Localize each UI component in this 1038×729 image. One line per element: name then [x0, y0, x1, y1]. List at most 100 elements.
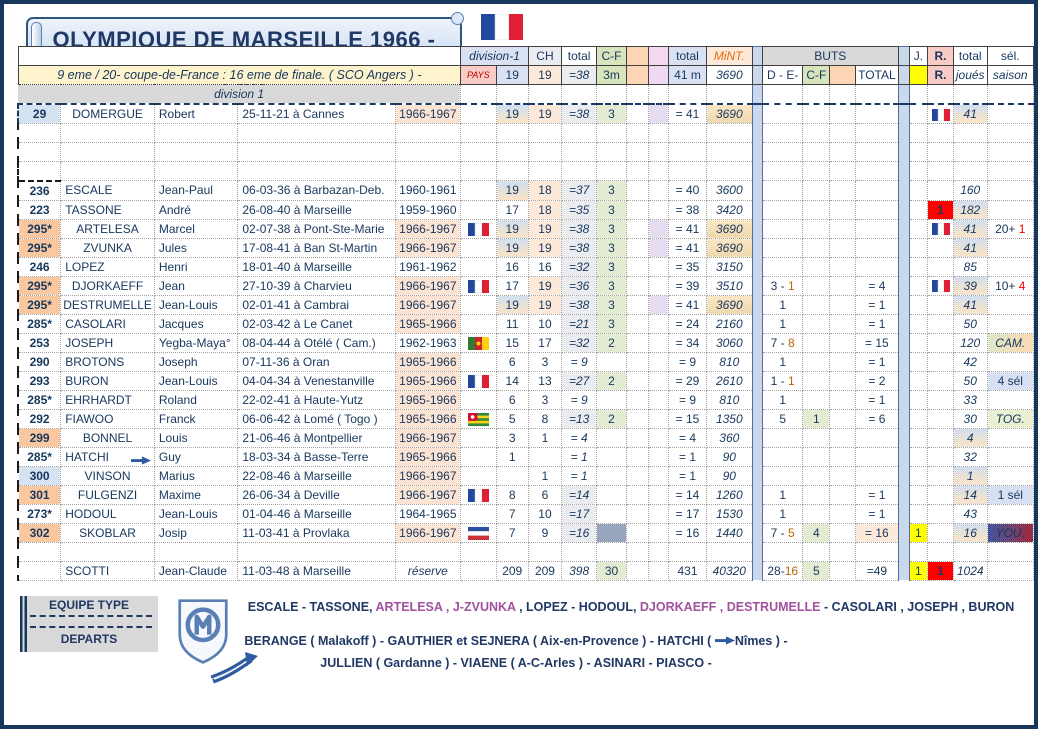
player-row-bonnel: 299 BONNEL Louis 21-06-46 à Montpellier 1966… — [17, 428, 1034, 448]
cell-jaune — [909, 371, 929, 391]
player-first-season: 1966-1967 — [395, 428, 462, 448]
cell-buts-de: 28-16 — [762, 561, 804, 581]
cell-buts-de — [762, 466, 804, 486]
hdr-mint-value: 3690 — [705, 65, 753, 85]
cell-jaune — [909, 257, 929, 277]
cell-buts-blank — [829, 352, 857, 372]
player-birth: 06-03-36 à Barbazan-Deb. — [237, 180, 396, 201]
player-row-hatchi: 285* HATCHI Guy 18-03-34 à Basse-Terre 1965-… — [17, 447, 1034, 467]
cell-buts-total: = 2 — [855, 371, 899, 391]
cell-buts-total — [855, 200, 899, 220]
cell-blank-2 — [648, 103, 670, 124]
cell-ch1: 6 — [496, 352, 529, 372]
cell-buts-de: 3 - 1 — [762, 276, 804, 296]
player-first-season: 1962-1963 — [395, 333, 462, 353]
cell-coupe — [596, 428, 627, 448]
section-divider — [897, 180, 910, 200]
player-number: 295* — [17, 219, 62, 239]
section-divider — [751, 257, 763, 276]
player-country-flag — [460, 561, 497, 581]
cell-buts-de: 1 — [762, 504, 804, 524]
player-number — [17, 561, 62, 581]
col-header-cf: C-F — [596, 46, 627, 66]
player-country-flag — [460, 238, 497, 258]
cell-ch1: 7 — [496, 504, 529, 524]
cell-buts-total — [855, 428, 899, 448]
player-number: 292 — [17, 409, 62, 429]
player-country-flag — [460, 257, 497, 277]
cell-joues: 160 — [953, 180, 988, 201]
cell-minutes: 3600 — [706, 180, 753, 201]
hdr-ch2-value: 19 — [527, 65, 563, 85]
cell-minutes: 1260 — [706, 485, 753, 505]
cell-buts-de: 1 — [762, 295, 804, 315]
cell-rouge — [927, 180, 954, 201]
player-surname: DESTRUMELLE — [60, 295, 155, 315]
cell-buts-cf — [802, 103, 831, 124]
cell-blank-2 — [648, 276, 670, 296]
cell-blank-1 — [626, 523, 649, 543]
player-first-season: 1966-1967 — [395, 219, 462, 239]
cell-blank-1 — [626, 295, 649, 315]
cell-coupe: 2 — [596, 333, 627, 353]
cell-buts-total — [855, 219, 899, 239]
player-birth: 25-11-21 à Cannes — [237, 103, 396, 124]
cell-ch1: 17 — [496, 276, 529, 296]
cell-minutes: 3690 — [706, 295, 753, 315]
cell-selections: 20+ 1 — [987, 219, 1034, 239]
player-firstname: Jules — [154, 238, 239, 258]
cell-rouge — [927, 409, 954, 429]
player-country-flag — [460, 504, 497, 524]
cell-jaune — [909, 295, 929, 315]
cell-ch2: 1 — [528, 428, 563, 448]
player-surname: FULGENZI — [60, 485, 155, 505]
cell-buts-total: = 1 — [855, 314, 899, 334]
cell-minutes: 810 — [706, 390, 753, 410]
cell-buts-blank — [829, 219, 857, 239]
cell-blank-1 — [626, 103, 649, 124]
cell-minutes: 90 — [706, 466, 753, 486]
player-surname: HODOUL — [60, 504, 155, 524]
squad-names-new: DJORKAEFF , DESTRUMELLE — [639, 600, 824, 614]
col-header-r: R. — [927, 46, 954, 66]
player-firstname: Guy — [154, 447, 239, 467]
cell-buts-cf — [802, 485, 831, 505]
cell-total-matches: =32 — [561, 257, 598, 277]
cell-ch1: 19 — [496, 103, 529, 124]
header-row-1: division-1 CH total C-F total MiNT. BUTS… — [17, 46, 1034, 66]
player-country-flag — [460, 276, 497, 296]
player-country-flag — [460, 314, 497, 334]
player-row-fiawoo: 292 FIAWOO Franck 06-06-42 à Lomé ( Togo ) 1… — [17, 409, 1034, 429]
cell-blank-1 — [626, 314, 649, 334]
hdr-ch1-value: 19 — [495, 65, 529, 85]
cell-rouge — [927, 103, 954, 124]
cell-blank-2 — [648, 219, 670, 239]
cell-total-matches: =14 — [561, 485, 598, 505]
section-divider — [751, 466, 763, 485]
section-divider — [897, 65, 910, 85]
section-divider — [751, 200, 763, 219]
cell-selections — [987, 390, 1034, 410]
player-first-season: 1965-1966 — [395, 371, 462, 391]
player-row-lopez: 246 LOPEZ Henri 18-01-40 à Marseille 1961-19… — [17, 257, 1034, 277]
cell-coupe — [596, 466, 627, 486]
cell-minutes: 3690 — [706, 219, 753, 239]
empty-row — [17, 161, 1034, 181]
player-surname: ARTELESA — [60, 219, 155, 239]
cell-total-all: = 41 — [668, 238, 707, 258]
players-table: division-1 CH total C-F total MiNT. BUTS… — [17, 46, 1034, 581]
cell-total-matches: =38 — [561, 103, 598, 124]
section-divider — [897, 352, 910, 371]
cell-total-all: = 29 — [668, 371, 707, 391]
cell-rouge — [927, 371, 954, 391]
cell-buts-cf — [802, 390, 831, 410]
section-divider — [897, 295, 910, 314]
cell-buts-blank — [829, 333, 857, 353]
section-divider — [897, 466, 910, 485]
cell-ch1 — [496, 466, 529, 486]
player-surname: VINSON — [60, 466, 155, 486]
cell-blank-2 — [648, 371, 670, 391]
section-divider — [751, 276, 763, 295]
cell-coupe: 3 — [596, 219, 627, 239]
col-header-total: total — [561, 46, 598, 66]
